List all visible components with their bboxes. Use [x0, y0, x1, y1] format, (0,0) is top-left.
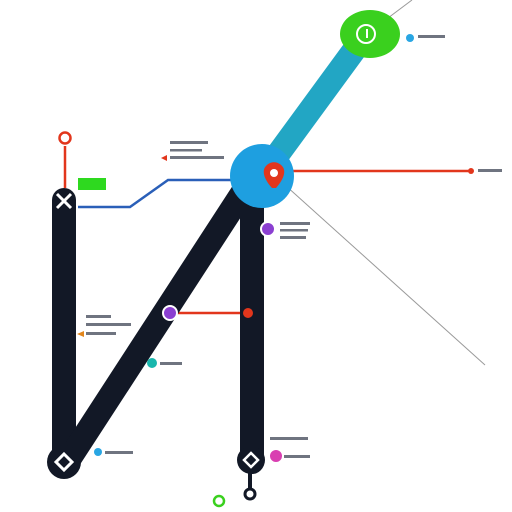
blue-hub-node[interactable] — [230, 144, 294, 208]
blue-connector-line — [78, 178, 240, 209]
bottom-end-ring[interactable] — [243, 487, 257, 501]
orange-pin-small — [77, 331, 84, 337]
red-ring-node[interactable] — [58, 131, 72, 145]
bottom-left-node[interactable] — [47, 445, 81, 479]
purple-marker[interactable] — [260, 221, 276, 237]
green-ring-marker[interactable] — [212, 494, 226, 508]
label-placeholder — [160, 362, 182, 365]
label-placeholders — [86, 35, 502, 458]
diamond-icon — [53, 451, 75, 473]
label-placeholder — [105, 451, 133, 454]
sky-dot-marker[interactable] — [94, 448, 102, 456]
label-placeholder — [418, 35, 445, 38]
label-placeholder — [86, 323, 131, 326]
label-placeholder — [280, 229, 308, 232]
label-placeholder — [270, 437, 308, 440]
green-top-node[interactable] — [340, 10, 400, 58]
label-placeholder — [170, 141, 208, 144]
label-placeholder — [86, 332, 116, 335]
red-branch-end-dot — [468, 168, 474, 174]
green-bar-marker — [78, 178, 106, 190]
label-placeholder — [280, 222, 310, 225]
red-pin-small — [161, 155, 167, 161]
location-pin-icon[interactable] — [263, 162, 285, 188]
sky-dot-marker-top[interactable] — [406, 34, 414, 42]
label-placeholder — [478, 169, 502, 172]
purple-marker-left[interactable] — [162, 305, 178, 321]
dark-line-diagonal — [58, 166, 264, 470]
magenta-marker[interactable] — [268, 448, 284, 464]
teal-dot-marker[interactable] — [147, 358, 157, 368]
label-placeholder — [280, 236, 306, 239]
label-placeholder — [170, 156, 224, 159]
red-marker[interactable] — [243, 308, 253, 318]
circle-icon — [356, 24, 376, 44]
diamond-icon — [242, 451, 260, 469]
label-placeholder — [170, 149, 202, 152]
guide-line-diagonal — [284, 184, 486, 366]
label-placeholder — [284, 455, 310, 458]
bottom-mid-node[interactable] — [237, 446, 265, 474]
close-icon[interactable] — [55, 192, 73, 210]
label-placeholder — [86, 315, 111, 318]
